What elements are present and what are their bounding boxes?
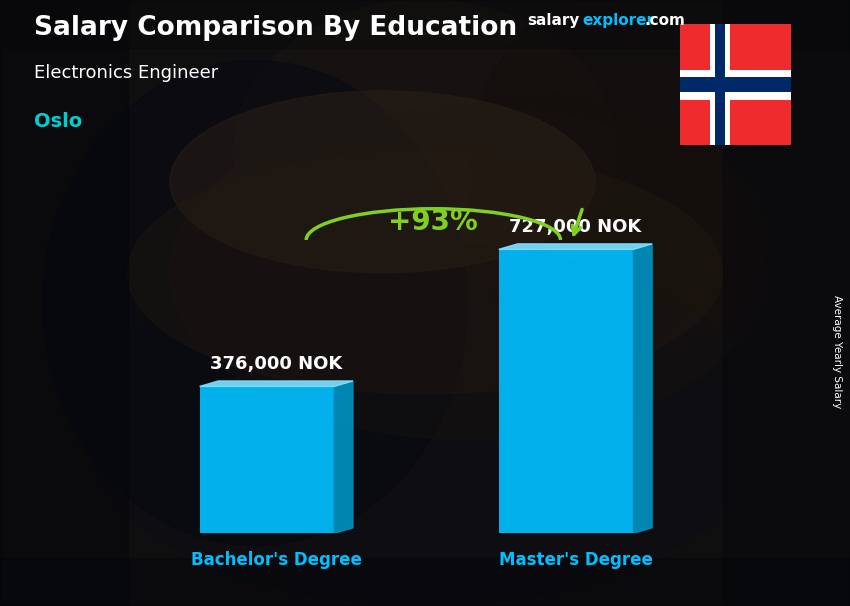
Text: +93%: +93% xyxy=(388,208,479,236)
Bar xyxy=(722,0,850,606)
Ellipse shape xyxy=(234,0,616,303)
Ellipse shape xyxy=(468,0,722,364)
Bar xyxy=(715,24,725,145)
Polygon shape xyxy=(334,381,353,533)
Bar xyxy=(0,558,850,606)
Ellipse shape xyxy=(42,61,468,545)
Text: Oslo: Oslo xyxy=(34,112,82,131)
Text: 727,000 NOK: 727,000 NOK xyxy=(509,218,642,236)
Bar xyxy=(0,0,128,606)
Bar xyxy=(0,0,850,48)
Text: Master's Degree: Master's Degree xyxy=(498,551,653,570)
Ellipse shape xyxy=(255,91,765,394)
Bar xyxy=(499,249,633,533)
Bar xyxy=(710,24,730,145)
Text: Electronics Engineer: Electronics Engineer xyxy=(34,64,218,82)
Ellipse shape xyxy=(170,106,765,439)
Bar xyxy=(680,70,790,100)
Ellipse shape xyxy=(128,152,722,394)
Text: Average Yearly Salary: Average Yearly Salary xyxy=(832,295,842,408)
Text: explorer: explorer xyxy=(582,13,654,28)
Text: Salary Comparison By Education: Salary Comparison By Education xyxy=(34,15,517,41)
Text: 376,000 NOK: 376,000 NOK xyxy=(210,355,343,373)
Polygon shape xyxy=(200,381,353,387)
Bar xyxy=(200,387,334,533)
Ellipse shape xyxy=(170,91,595,273)
Text: .com: .com xyxy=(644,13,685,28)
Bar xyxy=(680,77,790,92)
Text: Bachelor's Degree: Bachelor's Degree xyxy=(190,551,362,570)
Polygon shape xyxy=(633,244,652,533)
Polygon shape xyxy=(499,244,652,249)
Text: salary: salary xyxy=(527,13,580,28)
Ellipse shape xyxy=(85,242,765,606)
